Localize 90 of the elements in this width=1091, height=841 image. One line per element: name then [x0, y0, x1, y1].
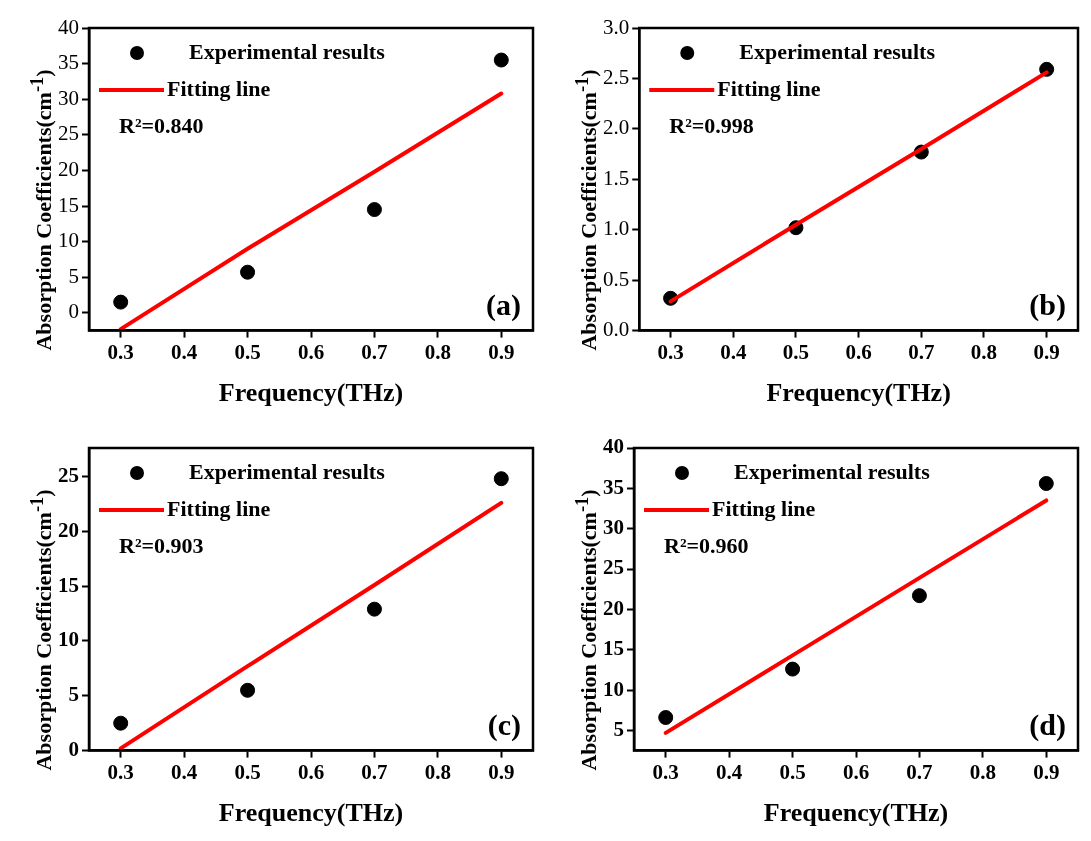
y-tick-label: 40 [603, 434, 624, 459]
point [366, 601, 382, 617]
x-tick-label: 0.3 [652, 759, 679, 784]
y-tick-label: 35 [58, 50, 79, 75]
annotation: R²=0.840 [119, 112, 204, 138]
point [493, 52, 509, 68]
y-tick-label: 10 [58, 627, 79, 652]
x-axis-title: Frequency(THz) [766, 378, 951, 408]
annotation: (b) [1029, 288, 1066, 323]
point [366, 202, 382, 218]
y-tick-label: 5 [613, 716, 624, 741]
point [240, 264, 256, 280]
y-tick-label: 1.0 [603, 216, 630, 241]
point [911, 588, 927, 604]
legend-label: Fitting line [167, 495, 271, 521]
x-tick-label: 0.7 [361, 339, 388, 364]
point [113, 715, 129, 731]
legend-label: Fitting line [712, 495, 816, 521]
x-tick-label: 0.4 [716, 759, 743, 784]
y-tick-label: 3.0 [603, 14, 630, 39]
annotation: (a) [486, 288, 521, 323]
y-tick-label: 25 [58, 121, 79, 146]
x-tick-label: 0.5 [234, 759, 261, 784]
annotation: R²=0.960 [664, 532, 749, 558]
x-tick-label: 0.7 [906, 759, 933, 784]
y-tick-label: 25 [58, 462, 79, 487]
y-tick-label: 0.5 [603, 266, 630, 291]
x-tick-label: 0.4 [720, 339, 747, 364]
y-tick-label: 10 [58, 228, 79, 253]
legend-label: Experimental results [734, 458, 931, 484]
x-tick-label: 0.5 [234, 339, 261, 364]
x-tick-label: 0.8 [424, 339, 451, 364]
y-tick-label: 2.0 [603, 115, 630, 140]
y-tick-label: 0 [68, 299, 79, 324]
x-tick-label: 0.7 [361, 759, 388, 784]
annotation: (c) [487, 708, 521, 743]
x-tick-label: 0.5 [779, 759, 806, 784]
x-tick-label: 0.3 [107, 339, 134, 364]
y-tick-label: 20 [58, 156, 79, 181]
y-tick-label: 20 [58, 517, 79, 542]
legend-label: Fitting line [167, 75, 271, 101]
x-tick-label: 0.8 [424, 759, 451, 784]
y-tick-label: 35 [603, 474, 624, 499]
x-tick-label: 0.9 [488, 759, 515, 784]
point [658, 710, 674, 726]
x-tick-label: 0.4 [171, 759, 198, 784]
point [785, 661, 801, 677]
x-tick-label: 0.7 [908, 339, 935, 364]
legend-label: Experimental results [189, 38, 386, 64]
x-tick-label: 0.4 [171, 339, 198, 364]
x-tick-label: 0.8 [969, 759, 996, 784]
y-tick-label: 25 [603, 555, 624, 580]
annotation: R²=0.998 [669, 112, 754, 138]
x-tick-label: 0.9 [1033, 759, 1060, 784]
legend-label: Fitting line [717, 75, 821, 101]
y-tick-label: 20 [603, 595, 624, 620]
y-tick-label: 10 [603, 676, 624, 701]
legend-label: Experimental results [189, 458, 386, 484]
y-tick-label: 2.5 [603, 64, 630, 89]
x-axis-title: Frequency(THz) [218, 798, 404, 828]
point [493, 471, 509, 487]
y-tick-label: 5 [68, 263, 79, 288]
y-tick-label: 15 [58, 572, 79, 597]
y-tick-label: 0.0 [603, 317, 630, 342]
x-tick-label: 0.9 [1033, 339, 1060, 364]
x-axis-title: Frequency(THz) [218, 378, 404, 408]
x-tick-label: 0.6 [297, 759, 325, 784]
point [240, 682, 256, 698]
x-tick-label: 0.3 [107, 759, 134, 784]
y-tick-label: 30 [58, 85, 79, 110]
y-tick-label: 15 [603, 636, 624, 661]
y-tick-label: 40 [58, 14, 79, 39]
annotation: R²=0.903 [119, 532, 204, 558]
x-tick-label: 0.6 [845, 339, 872, 364]
x-tick-label: 0.5 [782, 339, 810, 364]
legend-label: Experimental results [739, 38, 936, 64]
x-tick-label: 0.6 [842, 759, 870, 784]
x-tick-label: 0.9 [488, 339, 515, 364]
y-tick-label: 0 [68, 737, 79, 762]
point [1038, 476, 1054, 492]
y-tick-label: 15 [58, 192, 79, 217]
point [113, 294, 129, 310]
annotation: (d) [1029, 708, 1066, 743]
y-tick-label: 5 [68, 682, 79, 707]
x-tick-label: 0.3 [657, 339, 684, 364]
y-tick-label: 1.5 [603, 165, 630, 190]
x-axis-title: Frequency(THz) [763, 798, 949, 828]
x-tick-label: 0.6 [297, 339, 325, 364]
y-tick-label: 30 [603, 515, 624, 540]
x-tick-label: 0.8 [970, 339, 998, 364]
